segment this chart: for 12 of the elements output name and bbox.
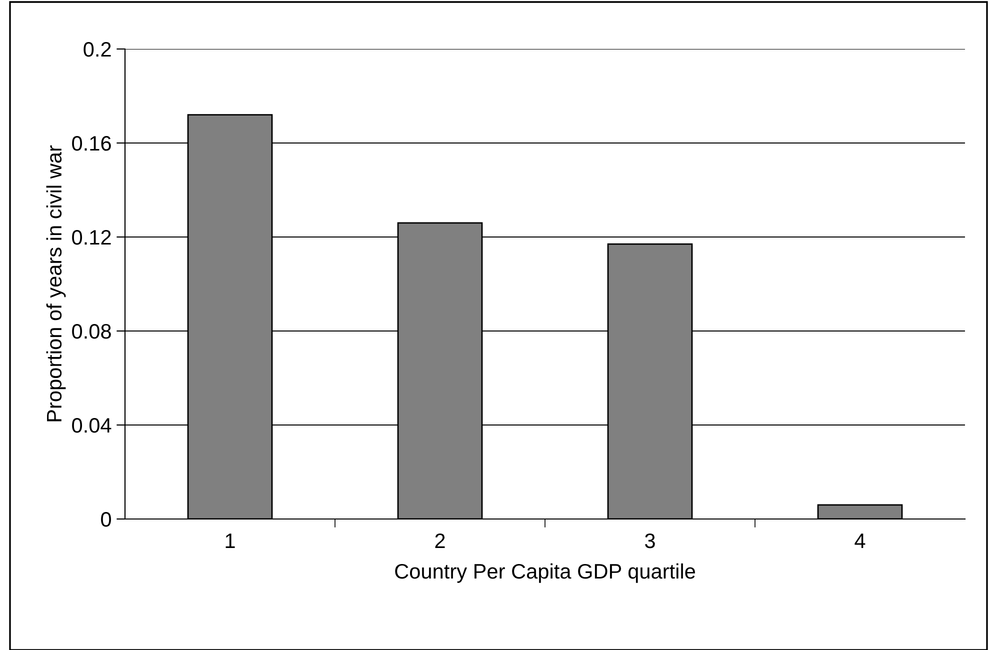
- x-tick-label: 2: [435, 533, 445, 548]
- y-axis-title: Proportion of years in civil war: [46, 145, 66, 422]
- x-tick-label: 4: [854, 534, 866, 548]
- x-tick-label: 1: [226, 534, 235, 548]
- y-tick-label: 0.12: [72, 230, 111, 245]
- y-tick-label: 0.2: [84, 42, 111, 57]
- x-axis-title: Country Per Capita GDP quartile: [395, 563, 696, 583]
- y-tick-label: 0.16: [72, 136, 111, 151]
- y-tick-label: 0: [101, 512, 111, 527]
- y-tick-label: 0.08: [72, 324, 111, 339]
- y-tick-label: 0.04: [72, 418, 112, 433]
- x-tick-label: 3: [645, 533, 655, 548]
